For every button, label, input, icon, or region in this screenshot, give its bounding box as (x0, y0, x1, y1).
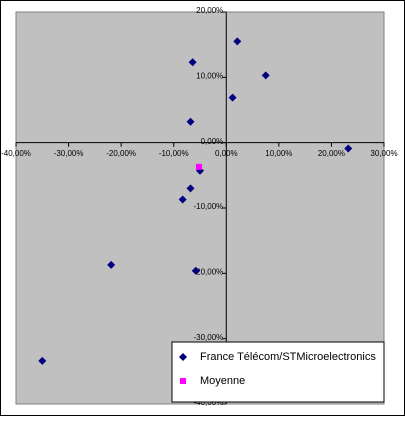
y-tick-label: -30,00% (193, 333, 223, 342)
x-tick-label: -10,00% (159, 149, 189, 158)
marker (344, 144, 353, 153)
marker (186, 117, 195, 126)
legend-marker (180, 378, 186, 384)
x-tick-label: -20,00% (106, 149, 136, 158)
marker (38, 356, 47, 365)
y-tick-label: -20,00% (193, 267, 223, 276)
y-tick-label: 20,00% (196, 6, 223, 15)
legend-marker (179, 353, 187, 361)
marker (233, 37, 242, 46)
x-tick-label: -30,00% (54, 149, 84, 158)
marker (186, 184, 195, 193)
marker (228, 93, 237, 102)
marker (191, 266, 200, 275)
y-tick-label: -10,00% (193, 202, 223, 211)
legend (171, 341, 385, 403)
legend-label: Moyenne (200, 375, 245, 387)
y-tick-label: 0,00% (201, 137, 224, 146)
x-tick-label: 30,00% (370, 149, 397, 158)
legend-label: France Télécom/STMicroelectronics (200, 351, 376, 363)
marker (261, 71, 270, 80)
plot-area (15, 11, 385, 405)
marker (195, 163, 202, 170)
marker (188, 58, 197, 67)
marker (107, 260, 116, 269)
y-tick-label: -40,00% (193, 398, 223, 407)
y-tick-label: 10,00% (196, 71, 223, 80)
x-tick-label: 10,00% (265, 149, 292, 158)
marker (178, 195, 187, 204)
x-tick-label: 0,00% (215, 149, 238, 158)
x-tick-label: -40,00% (1, 149, 31, 158)
x-tick-label: 20,00% (318, 149, 345, 158)
